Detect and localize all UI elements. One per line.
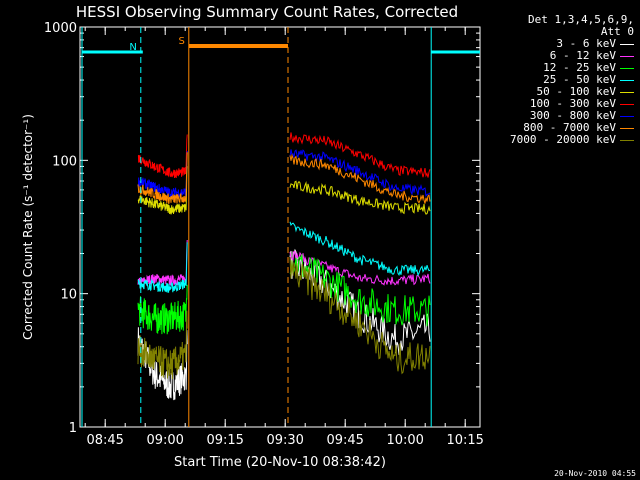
chart-title: HESSI Observing Summary Count Rates, Cor… [76, 3, 458, 21]
legend-swatch [620, 91, 634, 93]
series-line-segment-2 [289, 251, 431, 286]
legend-swatch [620, 103, 634, 105]
series-line-segment-2 [289, 248, 431, 356]
legend-entry-label: 25 - 50 keV [543, 73, 616, 86]
legend-header-detectors: Det 1,3,4,5,6,9, [528, 13, 634, 26]
legend-swatch [620, 67, 634, 69]
series-3 [137, 221, 431, 293]
y-tick-label: 1000 [44, 21, 77, 36]
x-tick-label: 10:15 [446, 433, 483, 448]
legend-entry: 300 - 800 keV [494, 110, 634, 122]
timestamp: 20-Nov-2010 04:55 [554, 469, 636, 478]
x-tick-label: 09:15 [206, 433, 243, 448]
series-line-segment-1 [137, 166, 188, 215]
legend-swatch [620, 55, 634, 57]
legend-entry: 12 - 25 keV [494, 62, 634, 74]
legend-header-attenuator: Att 0 [600, 25, 634, 38]
legend-entry-label: 7000 - 20000 keV [510, 133, 616, 146]
y-tick-label: 100 [52, 154, 77, 169]
y-tick-label: 10 [60, 288, 77, 303]
series-line-segment-2 [289, 132, 431, 178]
legend-entry-label: 12 - 25 keV [543, 61, 616, 74]
series-line-segment-1 [137, 310, 188, 380]
legend-entry-label: 3 - 6 keV [556, 37, 616, 50]
series-8 [137, 257, 431, 380]
legend-swatch [620, 43, 634, 45]
plot-frame [79, 26, 481, 428]
series-line-segment-1 [137, 134, 188, 179]
series-line-segment-1 [137, 152, 188, 204]
series-line-segment-2 [289, 153, 431, 204]
series-line-segment-2 [289, 180, 431, 215]
x-tick-label: 09:45 [326, 433, 363, 448]
y-axis-label: Corrected Count Rate (s⁻¹ detector⁻¹) [21, 114, 35, 340]
x-tick-label: 08:45 [86, 433, 123, 448]
series-line-segment-2 [289, 257, 431, 375]
series-line-segment-1 [137, 242, 188, 293]
night-label: N [129, 42, 136, 53]
series-1 [137, 239, 431, 287]
series-line-segment-2 [289, 221, 431, 277]
legend-entry-label: 100 - 300 keV [529, 97, 616, 110]
legend-swatch [620, 115, 634, 117]
series-7 [137, 152, 431, 204]
x-tick-label: 10:00 [386, 433, 423, 448]
saa-label: S [178, 36, 184, 47]
legend-entry-label: 50 - 100 keV [536, 85, 616, 98]
series-line-segment-1 [137, 284, 188, 335]
series-2 [137, 254, 431, 335]
legend-entry: 800 - 7000 keV [494, 122, 634, 134]
legend-entry-label: 800 - 7000 keV [523, 121, 616, 134]
legend-entry: 100 - 300 keV [494, 98, 634, 110]
legend-entry-label: 6 - 12 keV [549, 49, 616, 62]
series-line-segment-2 [289, 254, 431, 327]
series-line-segment-1 [137, 150, 188, 199]
series-6 [137, 149, 431, 199]
x-tick-label: 09:30 [266, 433, 303, 448]
legend: Det 1,3,4,5,6,9, Att 0 3 - 6 keV 6 - 12 k… [494, 14, 634, 146]
legend-entry: 25 - 50 keV [494, 74, 634, 86]
series-4 [137, 166, 431, 215]
series-line-segment-1 [137, 239, 188, 287]
legend-entry: 6 - 12 keV [494, 50, 634, 62]
legend-swatch [620, 127, 634, 129]
series-line-segment-2 [289, 149, 431, 198]
legend-swatch [620, 79, 634, 81]
legend-entry: 7000 - 20000 keV [494, 134, 634, 146]
series-5 [137, 132, 431, 179]
y-tick-label: 1 [69, 421, 77, 436]
x-tick-label: 09:00 [146, 433, 183, 448]
x-axis-label: Start Time (20-Nov-10 08:38:42) [174, 455, 386, 470]
legend-swatch [620, 139, 634, 141]
legend-entry-label: 300 - 800 keV [529, 109, 616, 122]
legend-entry: 50 - 100 keV [494, 86, 634, 98]
legend-entry: 3 - 6 keV [494, 38, 634, 50]
